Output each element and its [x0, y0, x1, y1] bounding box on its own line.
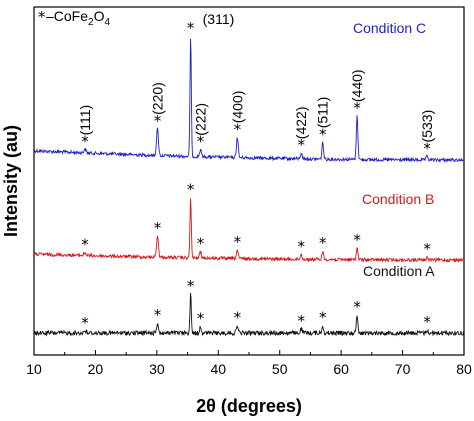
peak-star: *: [423, 139, 431, 157]
hkl-label: (311): [203, 11, 235, 27]
peak-star: *: [319, 308, 327, 326]
peak-star: *: [234, 233, 242, 251]
peak-star: *: [154, 219, 162, 237]
x-tick-label: 30: [149, 361, 165, 377]
hkl-labels: (111) (220) (311) (222) (400) (422) (511) (440)…: [77, 11, 435, 142]
hkl-label: (533): [419, 110, 435, 143]
peak-star: *: [353, 231, 361, 249]
series-line-0: [33, 38, 465, 163]
peak-star: *: [197, 235, 205, 253]
legend-marker: *: [38, 8, 46, 26]
peak-star: *: [154, 306, 162, 324]
hkl-label: (222): [192, 103, 208, 136]
peak-star: *: [234, 308, 242, 326]
x-tick-label: 70: [395, 361, 411, 377]
peak-star: *: [187, 181, 195, 199]
hkl-label: (422): [293, 107, 309, 140]
x-tick-label: 20: [88, 361, 104, 377]
series-label-1: Condition B: [362, 191, 434, 207]
x-tick-label: 10: [26, 361, 42, 377]
peak-markers: ************* * * * *** *** * * ***: [81, 19, 431, 332]
series-group: [33, 38, 465, 337]
series-line-2: [33, 292, 465, 337]
series-label-2: Condition A: [363, 263, 435, 279]
peak-star: *: [423, 240, 431, 258]
peak-star: *: [353, 298, 361, 316]
peak-star: *: [187, 277, 195, 295]
hkl-label: (111): [77, 105, 93, 136]
series-label-0: Condition C: [353, 20, 426, 36]
plot-frame: [33, 6, 465, 356]
x-axis-title: 2θ (degrees): [196, 396, 302, 416]
peak-star: *: [297, 312, 305, 330]
peak-star: *: [197, 133, 205, 151]
peak-star: *: [297, 136, 305, 154]
x-tick-label: 80: [456, 361, 472, 377]
peak-star: *: [234, 120, 242, 138]
hkl-label: (511): [315, 97, 331, 129]
peak-star: *: [197, 310, 205, 328]
x-axis-ticks: 10 20 30 40 50 60 70 80: [26, 350, 472, 377]
peak-star: *: [154, 112, 162, 130]
x-tick-label: 60: [333, 361, 349, 377]
hkl-label: (220): [149, 82, 165, 115]
hkl-label: (400): [229, 91, 245, 124]
peak-star: *: [423, 313, 431, 331]
series-line-1: [33, 198, 465, 264]
x-tick-label: 50: [272, 361, 288, 377]
legend-text: –CoFe2O4: [46, 8, 110, 28]
series-labels: Condition C Condition B Condition A: [353, 20, 435, 279]
peak-star: *: [81, 132, 89, 150]
legend: * –CoFe2O4: [38, 8, 110, 28]
peak-star: *: [81, 236, 89, 254]
peak-star: *: [353, 99, 361, 117]
peak-star: *: [319, 125, 327, 143]
x-tick-label: 40: [210, 361, 226, 377]
peak-star: *: [187, 19, 195, 37]
peak-star: *: [319, 234, 327, 252]
y-axis-title: Intensity (au): [1, 125, 21, 237]
peak-star: *: [297, 237, 305, 255]
hkl-label: (440): [349, 69, 365, 102]
peak-star: *: [81, 314, 89, 332]
